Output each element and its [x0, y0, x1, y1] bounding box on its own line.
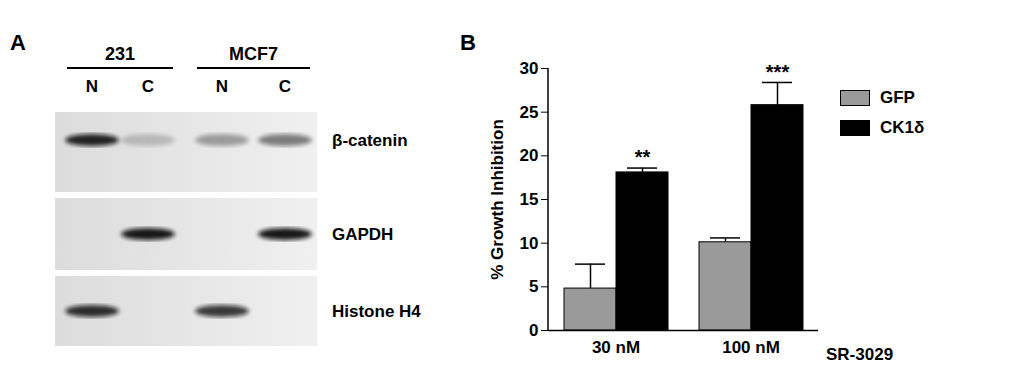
svg-text:N: N: [86, 77, 98, 96]
svg-text:C: C: [142, 77, 154, 96]
svg-text:MCF7: MCF7: [229, 44, 278, 64]
svg-text:0: 0: [529, 321, 538, 340]
svg-text:GAPDH: GAPDH: [332, 225, 393, 244]
svg-text:15: 15: [520, 190, 539, 209]
svg-text:30: 30: [520, 59, 539, 78]
svg-text:Histone H4: Histone H4: [332, 302, 421, 321]
svg-text:231: 231: [105, 44, 135, 64]
html-text:SR-3029: SR-3029: [826, 345, 894, 364]
svg-text:% Growth Inhibition: % Growth Inhibition: [488, 119, 507, 280]
svg-text:5: 5: [529, 277, 538, 296]
html-text:CK1δ: CK1δ: [880, 118, 925, 137]
svg-text:***: ***: [766, 61, 790, 83]
html-text:B: B: [460, 30, 476, 55]
svg-text:β-catenin: β-catenin: [332, 131, 408, 150]
html-text:GFP: GFP: [880, 88, 915, 107]
svg-text:20: 20: [520, 146, 539, 165]
svg-text:10: 10: [520, 234, 539, 253]
svg-text:C: C: [279, 77, 291, 96]
svg-text:25: 25: [520, 103, 539, 122]
svg-text:100 nM: 100 nM: [722, 338, 780, 357]
svg-text:N: N: [216, 77, 228, 96]
svg-text:A: A: [10, 30, 26, 55]
svg-text:**: **: [635, 146, 651, 168]
svg-text:30 nM: 30 nM: [592, 338, 640, 357]
